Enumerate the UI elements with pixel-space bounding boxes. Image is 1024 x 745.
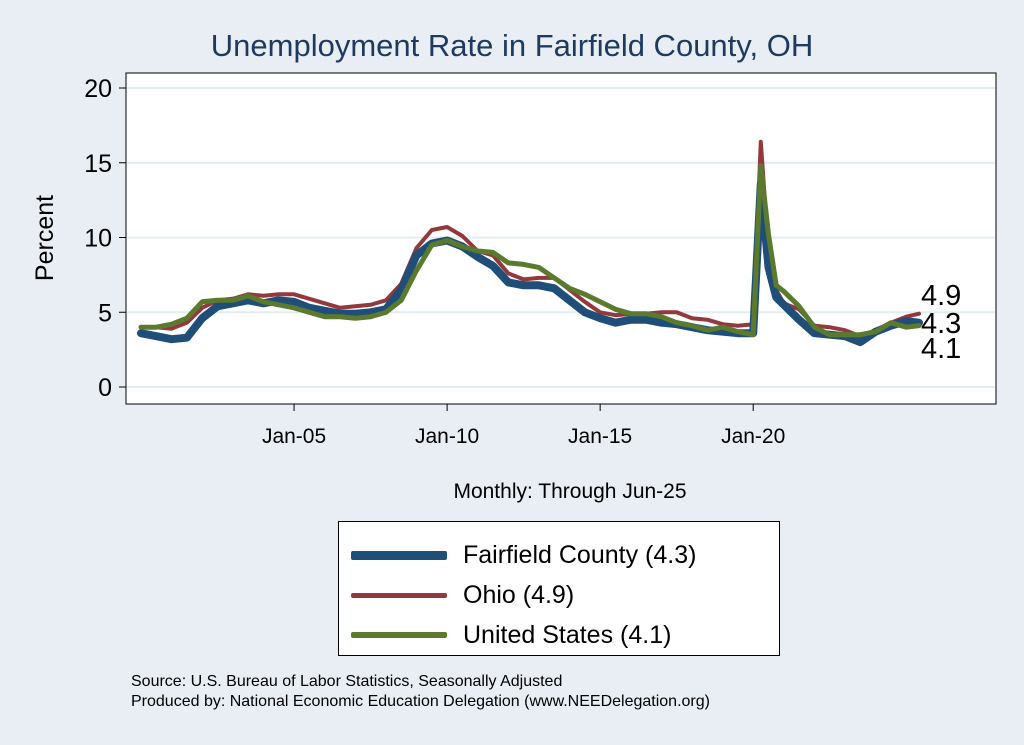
chart-title: Unemployment Rate in Fairfield County, O… [210, 28, 814, 63]
legend-label-united-states: United States (4.1) [463, 620, 672, 649]
y-tick-label: 5 [98, 299, 112, 327]
y-tick-label: 10 [84, 225, 112, 253]
x-tick-label: Jan-05 [262, 425, 326, 448]
x-tick-label: Jan-20 [721, 425, 785, 448]
x-tick-label: Jan-15 [568, 425, 632, 448]
legend-item-fairfield: Fairfield County (4.3) [351, 540, 696, 570]
end-value-label: 4.1 [921, 333, 961, 365]
legend-label-ohio: Ohio (4.9) [463, 580, 575, 609]
y-tick-label: 20 [84, 75, 112, 103]
end-labels: 4.94.34.1 [921, 280, 961, 365]
x-tick-label: Jan-10 [415, 425, 479, 448]
source-note: Source: U.S. Bureau of Labor Statistics,… [131, 672, 710, 712]
series-line-fairfield-county [137, 179, 923, 347]
end-value-label: 4.3 [921, 308, 961, 340]
x-axis-note: Monthly: Through Jun-25 [453, 480, 687, 503]
y-tick-label: 0 [98, 374, 112, 402]
legend-label-fairfield: Fairfield County (4.3) [463, 540, 697, 569]
end-value-label: 4.9 [921, 280, 961, 312]
y-tick-label: 15 [84, 150, 112, 178]
axes: 0 5 10 15 20 Jan-05 Jan-10 Jan-15 Jan-20 [84, 75, 785, 448]
series-line-united-states [138, 163, 922, 338]
legend-swatch-united-states [351, 632, 447, 638]
legend-item-ohio: Ohio (4.9) [351, 580, 574, 610]
series-lines [137, 139, 923, 347]
y-axis-label: Percent [31, 195, 59, 281]
legend-swatch-ohio [351, 592, 447, 598]
legend: Fairfield County (4.3) Ohio (4.9) United… [338, 521, 780, 656]
grid-lines [127, 87, 995, 388]
producer-line: Produced by: National Economic Education… [131, 693, 710, 710]
legend-swatch-fairfield [351, 550, 447, 560]
source-line: Source: U.S. Bureau of Labor Statistics,… [131, 673, 563, 690]
legend-item-united-states: United States (4.1) [351, 620, 671, 650]
